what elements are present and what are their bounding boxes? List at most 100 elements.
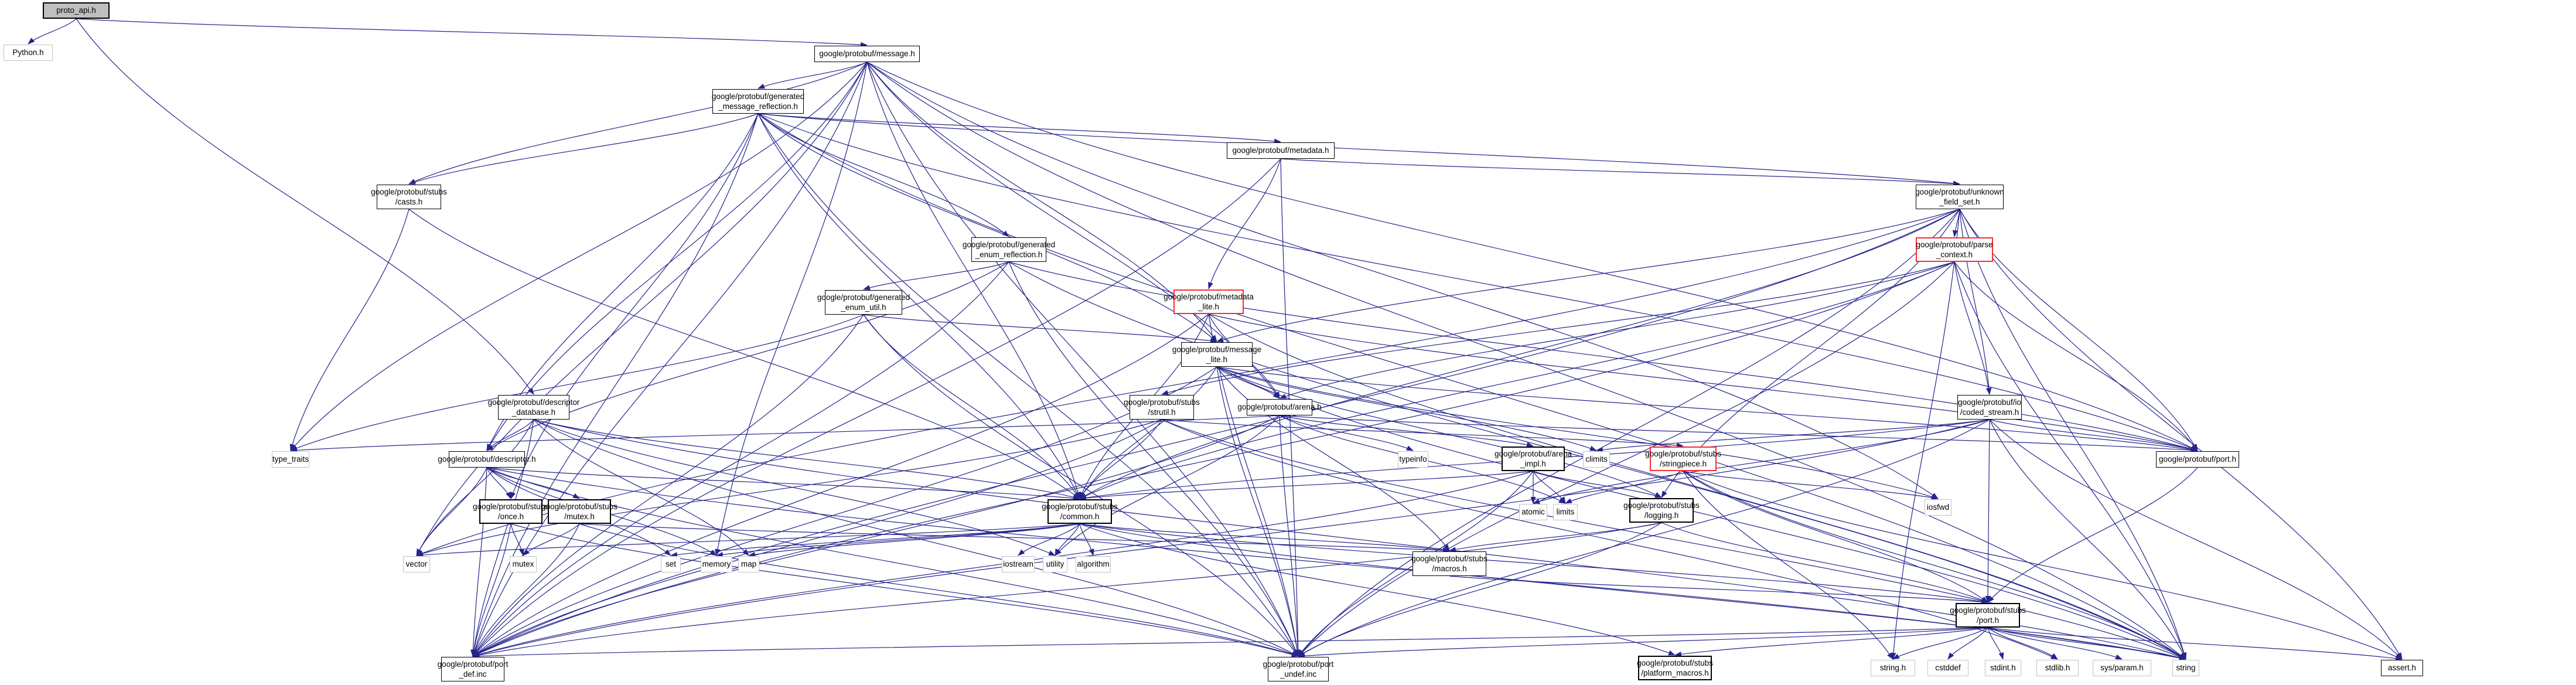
include-edge-geu_h-to-port_undef xyxy=(863,314,1299,657)
include-edge-descriptor_h-to-port_undef xyxy=(486,467,1299,657)
include-edge-coded_stream_h-to-port_def xyxy=(472,419,1990,657)
include-edge-message_h-to-descriptor_h xyxy=(486,62,868,451)
include-edge-metadata_lite_h-to-port_def xyxy=(472,313,1209,657)
node-limits: limits xyxy=(1553,504,1578,520)
include-edge-arena_h-to-port_def xyxy=(472,415,1280,657)
node-gmr-h[interactable]: google/protobuf/generated _message_refle… xyxy=(712,89,804,114)
include-edge-descriptor_h-to-port_def xyxy=(470,467,487,657)
include-edge-message_lite_h-to-string xyxy=(1216,366,2186,660)
include-edge-stubs_port_h-to-cstddef xyxy=(1947,627,1988,660)
node-port-h[interactable]: google/protobuf/port.h xyxy=(2156,451,2239,468)
include-edge-common_h-to-string xyxy=(1079,523,2186,661)
node-port-def[interactable]: google/protobuf/port _def.inc xyxy=(438,657,508,681)
include-edge-message_h-to-memory xyxy=(715,62,868,556)
include-edge-arena_h-to-port_h xyxy=(1279,415,2198,453)
node-desc-db-h[interactable]: google/protobuf/descriptor _database.h xyxy=(488,395,579,420)
node-stubs-port-h[interactable]: google/protobuf/stubs /port.h xyxy=(1950,603,2026,628)
node-typeinfo: typeinfo xyxy=(1398,451,1428,468)
node-descriptor-h[interactable]: google/protobuf/descriptor.h xyxy=(438,451,536,468)
include-edge-descriptor_h-to-common_h xyxy=(486,467,1080,501)
include-edge-message_lite_h-to-port_h xyxy=(1216,366,2198,452)
node-logging-h[interactable]: google/protobuf/stubs /logging.h xyxy=(1623,498,1700,523)
include-edge-desc_db_h-to-port_def xyxy=(471,419,534,657)
include-edge-gmr_h-to-ufs_h xyxy=(758,113,1960,186)
include-edge-message_h-to-port_undef xyxy=(866,62,1299,657)
include-edge-gmr_h-to-ger_h xyxy=(758,113,1009,237)
node-port-undef[interactable]: google/protobuf/port _undef.inc xyxy=(1263,657,1333,681)
include-edge-message_h-to-common_h xyxy=(866,62,1081,499)
node-proto-api: proto_api.h xyxy=(43,2,110,19)
include-edge-ger_h-to-port_undef xyxy=(1008,261,1299,657)
include-edge-stubs_port_h-to-sys_param_h xyxy=(1987,627,2123,660)
include-edge-gmr_h-to-common_h xyxy=(758,113,1080,499)
include-edge-parse_ctx_h-to-arena_h xyxy=(1279,261,1955,399)
include-edge-desc_db_h-to-port_undef xyxy=(533,419,1299,657)
include-edge-desc_db_h-to-utility xyxy=(533,419,1056,556)
include-edge-stubs_port_h-to-stdlib_h xyxy=(1987,627,2058,660)
include-edge-common_h-to-vector xyxy=(416,523,1080,558)
node-metadata-h[interactable]: google/protobuf/metadata.h xyxy=(1227,142,1335,159)
node-strutil-h[interactable]: google/protobuf/stubs /strutil.h xyxy=(1124,395,1200,420)
include-edge-message_h-to-vector xyxy=(416,62,868,556)
node-metadata-lite-h[interactable]: google/protobuf/metadata _lite.h xyxy=(1164,289,1254,314)
include-edge-geu_h-to-common_h xyxy=(863,314,1080,499)
node-stdint-h: stdint.h xyxy=(1985,660,2021,676)
include-edge-stubs_port_h-to-string xyxy=(1987,627,2186,660)
node-platform-macros-h[interactable]: google/protobuf/stubs /platform_macros.h xyxy=(1637,656,1713,680)
include-edge-arena_impl_h-to-common_h xyxy=(1079,471,1534,501)
include-edge-once_h-to-mutex xyxy=(510,523,524,556)
node-arena-impl-h[interactable]: google/protobuf/arena _impl.h xyxy=(1495,447,1572,471)
include-edge-stringpiece_h-to-stubs_port_h xyxy=(1683,471,1988,603)
node-arena-h[interactable]: google/protobuf/arena.h xyxy=(1237,399,1322,415)
node-once-h[interactable]: google/protobuf/stubs /once.h xyxy=(473,499,549,524)
include-edge-ger_h-to-port_def xyxy=(472,261,1009,657)
include-edge-parse_ctx_h-to-coded_stream_h xyxy=(1954,261,1991,395)
node-map: map xyxy=(738,556,759,572)
include-edge-port_h-to-stubs_port_h xyxy=(1987,467,2198,603)
node-string: string xyxy=(2172,660,2199,676)
node-ufs-h[interactable]: google/protobuf/unknown _field_set.h xyxy=(1915,185,2004,209)
include-edge-parse_ctx_h-to-port_undef xyxy=(1298,261,1955,657)
node-parse-ctx-h[interactable]: google/protobuf/parse _context.h xyxy=(1916,237,1993,262)
include-edge-gmr_h-to-string xyxy=(758,113,2186,660)
include-edge-proto_api-to-message_h xyxy=(76,18,868,47)
node-memory: memory xyxy=(701,556,732,572)
node-message-h[interactable]: google/protobuf/message.h xyxy=(814,46,920,62)
include-edge-once_h-to-port_undef xyxy=(510,523,1299,657)
node-common-h[interactable]: google/protobuf/stubs /common.h xyxy=(1042,499,1118,524)
include-edge-stubs_port_h-to-assert_h xyxy=(1987,627,2403,662)
include-edge-logging_h-to-port_def xyxy=(472,522,1662,658)
node-string-h: string.h xyxy=(1871,660,1915,676)
node-vector: vector xyxy=(403,556,430,572)
node-casts-h[interactable]: google/protobuf/stubs /casts.h xyxy=(371,185,447,209)
include-edge-stubs_port_h-to-string_h xyxy=(1892,627,1988,660)
include-edge-message_lite_h-to-common_h xyxy=(1079,366,1217,499)
include-edge-logging_h-to-stubs_port_h xyxy=(1661,522,1988,603)
node-mutex-h[interactable]: google/protobuf/stubs /mutex.h xyxy=(541,499,617,524)
node-atomic: atomic xyxy=(1519,504,1547,520)
node-ger-h[interactable]: google/protobuf/generated _enum_reflecti… xyxy=(963,237,1055,262)
node-geu-h[interactable]: google/protobuf/generated _enum_util.h xyxy=(817,290,910,315)
node-cstddef: cstddef xyxy=(1927,660,1968,676)
node-macros-h[interactable]: google/protobuf/stubs /macros.h xyxy=(1411,551,1487,576)
include-edge-common_h-to-memory xyxy=(716,523,1080,557)
include-edge-arena_h-to-utility xyxy=(1055,415,1280,556)
include-edge-message_h-to-iosfwd xyxy=(866,62,1939,499)
include-edge-ufs_h-to-vector xyxy=(416,209,1960,556)
include-edge-stringpiece_h-to-string xyxy=(1683,471,2186,660)
node-coded-stream-h[interactable]: google/protobuf/io /coded_stream.h xyxy=(1957,395,2022,420)
include-edge-strutil_h-to-stringpiece_h xyxy=(1161,419,1684,448)
include-edge-logging_h-to-macros_h xyxy=(1449,522,1662,553)
include-edge-desc_db_h-to-descriptor_h xyxy=(486,419,534,451)
include-edge-message_h-to-type_traits xyxy=(290,62,868,451)
node-iostream: iostream xyxy=(1002,556,1035,572)
node-message-lite-h[interactable]: google/protobuf/message _lite.h xyxy=(1172,342,1261,367)
include-edge-mutex_h-to-mutex xyxy=(523,523,580,556)
include-edge-geu_h-to-port_def xyxy=(472,314,864,657)
node-stdlib-h: stdlib.h xyxy=(2036,660,2079,676)
include-edge-gmr_h-to-port_h xyxy=(758,113,2198,451)
node-stringpiece-h[interactable]: google/protobuf/stubs /stringpiece.h xyxy=(1645,447,1721,471)
node-mutex: mutex xyxy=(510,556,537,572)
include-edge-coded_stream_h-to-string xyxy=(1989,419,2186,660)
